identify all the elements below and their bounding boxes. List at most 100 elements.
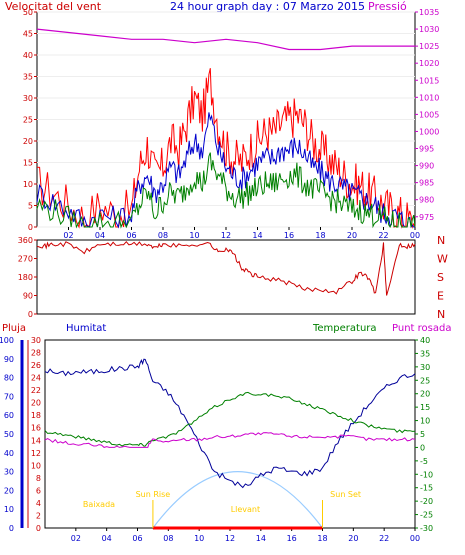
climate-x-tick-label: 20 (348, 534, 358, 543)
pressure-y-tick-label: 980 (419, 196, 434, 205)
humidity-y-tick-label: 70 (4, 392, 14, 401)
annotation-label: Llevant (231, 505, 260, 514)
temperature-y-tick-label: 10 (420, 417, 430, 426)
annotation-label: Sun Rise (136, 490, 171, 499)
temperature-y-tick-label: -10 (420, 470, 433, 479)
annotation-label: Sun Set (330, 490, 361, 499)
temperature-y-tick-label: 15 (420, 403, 430, 412)
humidity-y-tick-label: 80 (4, 374, 14, 383)
rain-y-tick-label: 12 (31, 449, 41, 458)
pressure-y-tick-label: 990 (419, 162, 434, 171)
rain-y-tick-label: 26 (31, 361, 41, 370)
direction-y-tick-label: 0 (28, 310, 33, 319)
climate-x-tick-label: 08 (163, 534, 173, 543)
temperature-y-tick-label: -20 (420, 497, 433, 506)
pressure-y-tick-label: 975 (419, 213, 434, 222)
humidity-y-tick-label: 30 (4, 468, 14, 477)
humidity-y-tick-label: 40 (4, 449, 14, 458)
direction-panel-frame (36, 239, 416, 315)
climate-x-tick-label: 10 (194, 534, 204, 543)
direction-y-tick-label: 360 (18, 236, 33, 245)
pressure-y-tick-label: 995 (419, 145, 434, 154)
direction-compass-label: S (437, 271, 444, 284)
temperature-y-tick-label: 25 (420, 376, 430, 385)
temperature-title: Temperatura (312, 323, 377, 334)
direction-y-tick-label: 270 (18, 255, 33, 264)
temperature-y-tick-label: 5 (420, 430, 425, 439)
rain-y-tick-label: 10 (31, 461, 41, 470)
humidity-title: Humitat (66, 323, 106, 334)
direction-y-tick-label: 180 (18, 273, 33, 282)
rain-y-tick-label: 6 (36, 486, 41, 495)
climate-x-tick-label: 02 (71, 534, 81, 543)
climate-x-tick-label: 18 (317, 534, 327, 543)
pressure-title: Pressió (368, 0, 407, 13)
rain-y-tick-label: 2 (36, 511, 41, 520)
temperature-y-tick-label: 0 (420, 443, 425, 452)
climate-x-tick-label: 00 (410, 534, 420, 543)
climate-x-tick-label: 12 (225, 534, 235, 543)
wind-y-tick-label: 50 (23, 8, 33, 17)
wind-x-tick-label: 04 (95, 231, 105, 240)
humidity-y-tick-label: 60 (4, 411, 14, 420)
climate-x-tick-label: 06 (132, 534, 142, 543)
humidity-y-tick-label: 50 (4, 430, 14, 439)
pressure-y-tick-label: 1020 (419, 59, 439, 68)
direction-compass-label: W (437, 253, 448, 266)
rain-y-tick-label: 24 (31, 374, 41, 383)
climate-x-tick-label: 16 (287, 534, 297, 543)
rain-y-tick-label: 30 (31, 336, 41, 345)
temperature-y-tick-label: 35 (420, 349, 430, 358)
wind-gust-series (36, 68, 416, 229)
temperature-y-tick-label: 20 (420, 390, 430, 399)
direction-series (36, 240, 416, 296)
climate-panel-frame (44, 339, 416, 529)
rain-title: Pluja (2, 323, 26, 334)
wind-avg-series (36, 112, 415, 229)
rain-y-tick-label: 20 (31, 399, 41, 408)
pressure-y-tick-label: 1015 (419, 76, 439, 85)
climate-x-tick-label: 22 (379, 534, 389, 543)
direction-compass-label: N (437, 308, 445, 321)
temperature-y-tick-label: 30 (420, 363, 430, 372)
wind-green-series (36, 152, 416, 229)
dewpoint-title: Punt rosada (392, 323, 451, 334)
temperature-y-tick-label: -25 (420, 511, 433, 520)
rain-y-tick-label: 14 (31, 436, 41, 445)
rain-y-tick-label: 18 (31, 411, 41, 420)
direction-compass-label: N (437, 234, 445, 247)
temperature-series (44, 391, 416, 447)
pressure-y-tick-label: 1035 (419, 8, 439, 17)
wind-x-tick-label: 00 (410, 231, 420, 240)
wind-y-tick-label: 35 (23, 73, 33, 82)
rain-y-tick-label: 8 (36, 474, 41, 483)
pressure-y-tick-label: 1000 (419, 127, 439, 136)
temperature-y-tick-label: -15 (420, 484, 433, 493)
wind-y-tick-label: 0 (28, 223, 33, 232)
wind-x-tick-label: 06 (126, 231, 136, 240)
wind-x-tick-label: 12 (221, 231, 231, 240)
pressure-series (36, 28, 415, 51)
wind-x-tick-label: 22 (378, 231, 388, 240)
wind-y-tick-label: 30 (23, 94, 33, 103)
solar-arc (152, 471, 323, 529)
dewpoint-series (44, 432, 416, 448)
wind-y-tick-label: 5 (28, 202, 33, 211)
humidity-y-tick-label: 90 (4, 355, 14, 364)
rain-y-tick-label: 4 (36, 499, 41, 508)
temperature-y-tick-label: -30 (420, 524, 433, 533)
wind-y-tick-label: 25 (23, 116, 33, 125)
wind-x-tick-label: 18 (315, 231, 325, 240)
rain-y-tick-label: 22 (31, 386, 41, 395)
annotation-label: Baixada (83, 500, 115, 509)
wind-y-tick-label: 15 (23, 159, 33, 168)
temperature-y-tick-label: 40 (420, 336, 430, 345)
chart-title: 24 hour graph day : 07 Marzo 2015 (170, 0, 365, 13)
temperature-y-tick-label: -5 (420, 457, 428, 466)
humidity-y-tick-label: 100 (0, 336, 14, 345)
wind-title: Velocitat del vent (5, 0, 102, 13)
direction-compass-label: E (437, 290, 444, 303)
humidity-y-tick-label: 20 (4, 486, 14, 495)
wind-y-tick-label: 40 (23, 51, 33, 60)
